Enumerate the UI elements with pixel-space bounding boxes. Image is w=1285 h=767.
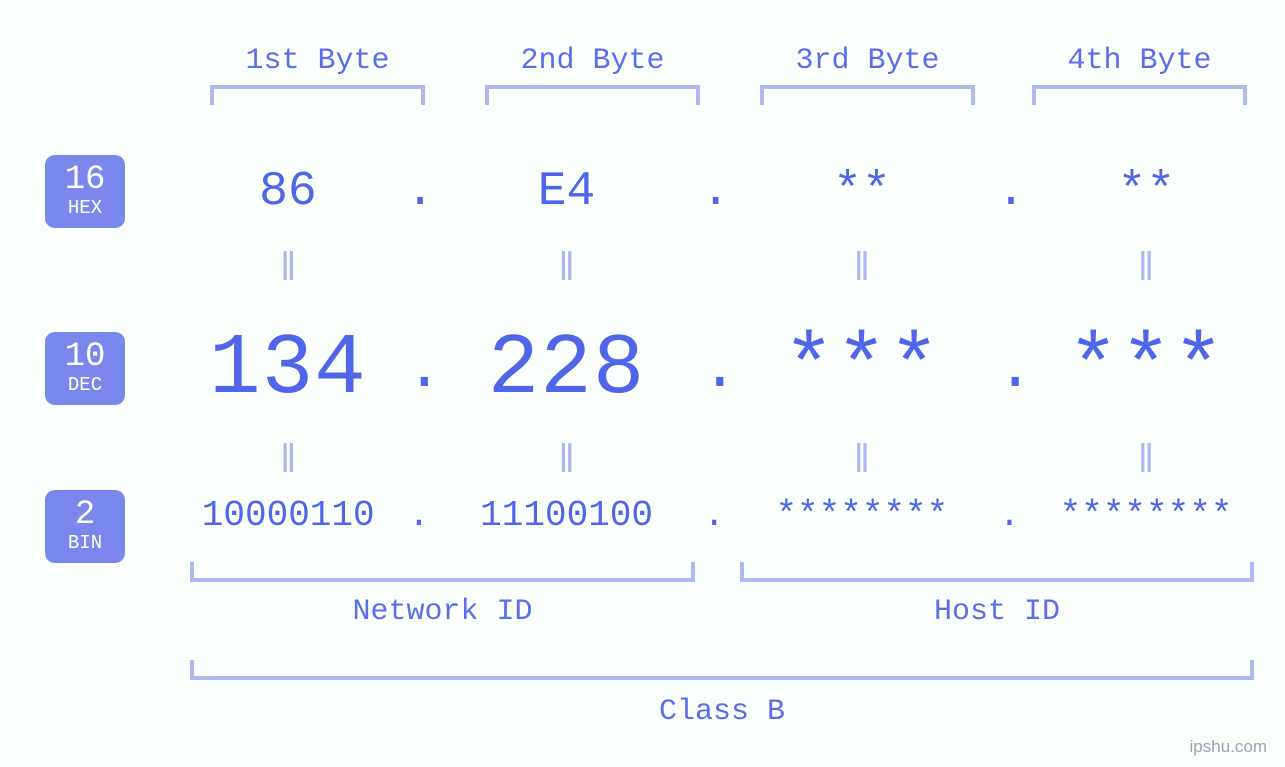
byte-label-3: 3rd Byte xyxy=(760,44,975,78)
equals: ǁ xyxy=(1022,440,1270,485)
hex-badge: 16 HEX xyxy=(45,155,125,228)
host-id-bracket xyxy=(740,562,1254,582)
bin-badge-txt: BIN xyxy=(45,534,125,553)
dot: . xyxy=(406,334,432,405)
dot: . xyxy=(702,495,727,536)
equals: ǁ xyxy=(170,248,406,293)
host-id-label: Host ID xyxy=(740,595,1254,629)
dec-byte-3: *** xyxy=(727,320,996,418)
hex-badge-txt: HEX xyxy=(45,199,125,218)
equals: ǁ xyxy=(727,440,997,485)
equals-row-2: ǁ ǁ ǁ ǁ xyxy=(170,440,1270,485)
dec-badge-txt: DEC xyxy=(45,376,125,395)
equals: ǁ xyxy=(432,248,702,293)
byte-label-2: 2nd Byte xyxy=(485,44,700,78)
ip-diagram: 1st Byte 2nd Byte 3rd Byte 4th Byte 16 H… xyxy=(0,0,1285,767)
hex-byte-3: ** xyxy=(727,165,996,219)
equals: ǁ xyxy=(170,440,406,485)
bin-byte-3: ******** xyxy=(727,495,997,536)
byte-label-4: 4th Byte xyxy=(1032,44,1247,78)
dot: . xyxy=(701,334,727,405)
dot: . xyxy=(997,495,1022,536)
dec-byte-1: 134 xyxy=(170,320,406,418)
class-bracket xyxy=(190,660,1254,680)
hex-badge-num: 16 xyxy=(45,163,125,197)
dot: . xyxy=(701,165,727,219)
bin-row: 10000110 . 11100100 . ******** . *******… xyxy=(170,495,1270,536)
bin-byte-1: 10000110 xyxy=(170,495,406,536)
dec-row: 134 . 228 . *** . *** xyxy=(170,320,1270,418)
hex-byte-4: ** xyxy=(1023,165,1270,219)
network-id-label: Network ID xyxy=(190,595,695,629)
bin-byte-2: 11100100 xyxy=(432,495,702,536)
dot: . xyxy=(997,334,1023,405)
dec-byte-4: *** xyxy=(1023,320,1270,418)
dot: . xyxy=(406,495,431,536)
equals: ǁ xyxy=(727,248,997,293)
bin-byte-4: ******** xyxy=(1022,495,1270,536)
dot: . xyxy=(406,165,432,219)
watermark: ipshu.com xyxy=(1190,737,1267,757)
network-id-bracket xyxy=(190,562,695,582)
byte-bracket-1 xyxy=(210,85,425,105)
hex-byte-1: 86 xyxy=(170,165,406,219)
dec-badge: 10 DEC xyxy=(45,332,125,405)
dec-byte-2: 228 xyxy=(432,320,701,418)
dot: . xyxy=(997,165,1023,219)
hex-row: 86 . E4 . ** . ** xyxy=(170,165,1270,219)
byte-bracket-3 xyxy=(760,85,975,105)
byte-bracket-2 xyxy=(485,85,700,105)
equals: ǁ xyxy=(1022,248,1270,293)
class-label: Class B xyxy=(190,695,1254,729)
equals: ǁ xyxy=(432,440,702,485)
byte-bracket-4 xyxy=(1032,85,1247,105)
byte-label-1: 1st Byte xyxy=(210,44,425,78)
bin-badge-num: 2 xyxy=(45,498,125,532)
dec-badge-num: 10 xyxy=(45,340,125,374)
equals-row-1: ǁ ǁ ǁ ǁ xyxy=(170,248,1270,293)
hex-byte-2: E4 xyxy=(432,165,701,219)
bin-badge: 2 BIN xyxy=(45,490,125,563)
